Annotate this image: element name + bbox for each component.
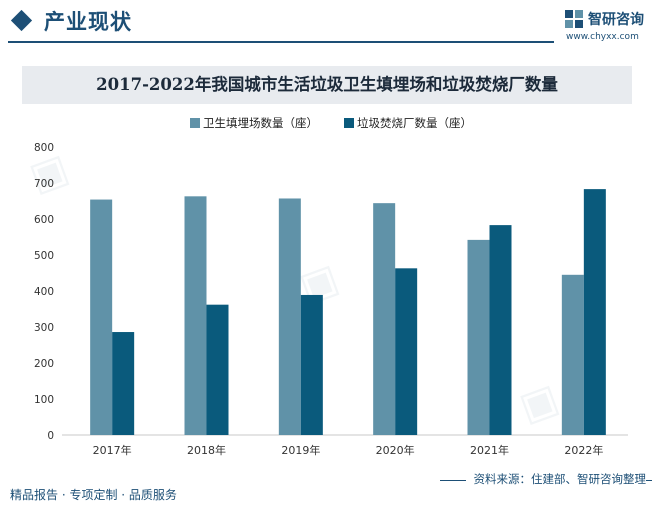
bar-chart: 卫生填埋场数量（座） 垃圾焚烧厂数量（座） 0 100 200 300 400 500 600 7… — [34, 116, 628, 457]
footer-tagline: 精品报告 · 专项定制 · 品质服务 — [10, 488, 177, 502]
y-tick-label: 0 — [47, 430, 54, 442]
bar — [467, 239, 490, 435]
legend-swatch — [344, 118, 354, 128]
y-tick-label: 500 — [34, 250, 54, 262]
legend-label: 垃圾焚烧厂数量（座） — [357, 116, 472, 130]
bar — [373, 203, 396, 435]
x-tick-label: 2017年 — [93, 443, 132, 457]
header-divider — [8, 41, 554, 43]
x-tick-label: 2019年 — [281, 443, 320, 457]
bar — [395, 268, 418, 435]
source-note: 资料来源：住建部、智研咨询整理 — [465, 471, 646, 487]
section-diamond-icon — [10, 9, 33, 32]
chart-title-bar: 2017-2022年我国城市生活垃圾卫生填埋场和垃圾焚烧厂数量 — [22, 66, 632, 104]
bar — [583, 189, 606, 435]
y-tick-label: 600 — [34, 214, 54, 226]
bar — [561, 274, 584, 435]
brand-logo-icon — [565, 10, 583, 28]
bar — [278, 198, 301, 435]
legend-swatch — [190, 118, 200, 128]
bar — [112, 332, 135, 435]
y-tick-label: 800 — [34, 142, 54, 154]
brand-url: www.chyxx.com — [566, 32, 639, 42]
bar — [184, 196, 207, 435]
x-tick-label: 2022年 — [564, 443, 603, 457]
bar — [300, 294, 323, 435]
x-tick-label: 2021年 — [470, 443, 509, 457]
legend-label: 卫生填埋场数量（座） — [203, 116, 318, 130]
x-tick-label: 2020年 — [376, 443, 415, 457]
bar — [206, 304, 229, 435]
bar — [90, 199, 113, 435]
y-tick-label: 100 — [34, 394, 54, 406]
y-tick-label: 700 — [34, 178, 54, 190]
y-tick-label: 300 — [34, 322, 54, 334]
page-header: 产业现状 智研咨询 www.chyxx.com — [0, 0, 660, 46]
y-tick-label: 200 — [34, 358, 54, 370]
section-title: 产业现状 — [44, 10, 132, 34]
y-tick-label: 400 — [34, 286, 54, 298]
x-tick-label: 2018年 — [187, 443, 226, 457]
brand-name: 智研咨询 — [588, 12, 644, 28]
bar — [489, 225, 512, 435]
chart-title: 2017-2022年我国城市生活垃圾卫生填埋场和垃圾焚烧厂数量 — [96, 75, 558, 94]
